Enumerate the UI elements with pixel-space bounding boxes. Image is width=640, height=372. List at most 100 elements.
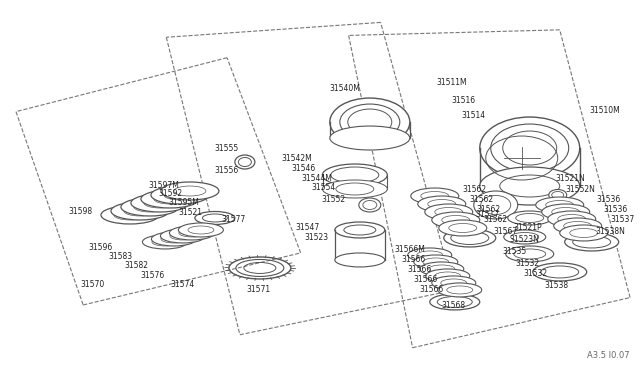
Text: 31536: 31536 bbox=[604, 205, 628, 215]
Ellipse shape bbox=[359, 198, 381, 212]
Text: 31574: 31574 bbox=[170, 280, 194, 289]
Text: 31568: 31568 bbox=[442, 301, 466, 311]
Text: 31523N: 31523N bbox=[509, 235, 540, 244]
Text: 31552: 31552 bbox=[322, 196, 346, 205]
Ellipse shape bbox=[546, 201, 573, 209]
Ellipse shape bbox=[164, 190, 196, 200]
Ellipse shape bbox=[480, 117, 580, 179]
Text: 31566: 31566 bbox=[408, 266, 432, 275]
Text: 31556: 31556 bbox=[215, 166, 239, 174]
Text: 31597M: 31597M bbox=[148, 180, 179, 189]
Ellipse shape bbox=[444, 229, 496, 247]
Ellipse shape bbox=[179, 229, 205, 237]
Ellipse shape bbox=[331, 167, 379, 183]
Ellipse shape bbox=[503, 131, 557, 165]
Ellipse shape bbox=[536, 197, 584, 213]
Text: 31511M: 31511M bbox=[436, 77, 467, 87]
Ellipse shape bbox=[500, 175, 560, 197]
Ellipse shape bbox=[161, 235, 187, 243]
Text: 31566: 31566 bbox=[402, 256, 426, 264]
Ellipse shape bbox=[202, 214, 227, 222]
Ellipse shape bbox=[124, 206, 156, 216]
Ellipse shape bbox=[335, 222, 385, 238]
Text: A3.5 I0.07: A3.5 I0.07 bbox=[587, 351, 630, 360]
Text: 31566: 31566 bbox=[420, 285, 444, 295]
Text: 31582: 31582 bbox=[124, 262, 148, 270]
Ellipse shape bbox=[330, 126, 410, 150]
Text: 31523: 31523 bbox=[305, 234, 329, 243]
Ellipse shape bbox=[188, 226, 214, 234]
Ellipse shape bbox=[474, 191, 518, 219]
Ellipse shape bbox=[560, 225, 608, 241]
Text: 31544M: 31544M bbox=[302, 173, 333, 183]
Ellipse shape bbox=[152, 232, 196, 246]
Ellipse shape bbox=[238, 157, 252, 167]
Ellipse shape bbox=[447, 286, 473, 294]
Ellipse shape bbox=[423, 258, 449, 266]
Ellipse shape bbox=[323, 180, 387, 198]
Ellipse shape bbox=[179, 223, 223, 237]
Ellipse shape bbox=[548, 189, 566, 201]
Ellipse shape bbox=[426, 269, 470, 283]
Ellipse shape bbox=[438, 283, 482, 297]
Ellipse shape bbox=[564, 233, 619, 251]
Text: 31510M: 31510M bbox=[589, 106, 620, 115]
Ellipse shape bbox=[408, 248, 452, 262]
Text: 31536: 31536 bbox=[596, 196, 621, 205]
Text: 31570: 31570 bbox=[80, 280, 104, 289]
Text: 31592: 31592 bbox=[158, 189, 182, 199]
Ellipse shape bbox=[121, 198, 179, 216]
Ellipse shape bbox=[161, 229, 205, 243]
Ellipse shape bbox=[348, 109, 392, 135]
Ellipse shape bbox=[414, 255, 458, 269]
Text: 31535: 31535 bbox=[503, 247, 527, 256]
Ellipse shape bbox=[417, 251, 443, 259]
Text: 31517: 31517 bbox=[476, 211, 500, 219]
Ellipse shape bbox=[363, 201, 377, 209]
Ellipse shape bbox=[564, 221, 592, 231]
Text: 31583: 31583 bbox=[108, 253, 132, 262]
Ellipse shape bbox=[532, 263, 587, 281]
Text: 31521P: 31521P bbox=[514, 224, 542, 232]
Ellipse shape bbox=[429, 265, 455, 273]
Text: 31532: 31532 bbox=[524, 269, 548, 279]
Ellipse shape bbox=[449, 224, 477, 232]
Text: 31540M: 31540M bbox=[330, 84, 361, 93]
Ellipse shape bbox=[552, 208, 580, 217]
Ellipse shape bbox=[340, 104, 400, 140]
Ellipse shape bbox=[435, 208, 463, 217]
Ellipse shape bbox=[195, 212, 235, 224]
Ellipse shape bbox=[541, 204, 589, 220]
Text: 31562: 31562 bbox=[470, 196, 494, 205]
Ellipse shape bbox=[170, 232, 196, 240]
Ellipse shape bbox=[441, 279, 467, 287]
Ellipse shape bbox=[548, 211, 596, 227]
Ellipse shape bbox=[439, 220, 487, 236]
Ellipse shape bbox=[506, 246, 554, 262]
Ellipse shape bbox=[432, 212, 480, 228]
Ellipse shape bbox=[437, 296, 472, 307]
Ellipse shape bbox=[141, 190, 199, 208]
Ellipse shape bbox=[134, 202, 166, 212]
Ellipse shape bbox=[435, 272, 461, 280]
Ellipse shape bbox=[481, 196, 511, 215]
Ellipse shape bbox=[508, 211, 552, 225]
Ellipse shape bbox=[161, 182, 219, 200]
Ellipse shape bbox=[420, 262, 464, 276]
Text: 31555: 31555 bbox=[215, 144, 239, 153]
Ellipse shape bbox=[170, 226, 214, 240]
Text: 31562: 31562 bbox=[463, 186, 487, 195]
Ellipse shape bbox=[511, 232, 539, 241]
Text: 31516: 31516 bbox=[452, 96, 476, 105]
Ellipse shape bbox=[131, 194, 189, 212]
Ellipse shape bbox=[516, 214, 544, 222]
Text: 31521: 31521 bbox=[178, 208, 202, 218]
Text: 31552N: 31552N bbox=[566, 186, 596, 195]
Text: 31554: 31554 bbox=[312, 183, 336, 192]
Ellipse shape bbox=[442, 215, 470, 224]
Ellipse shape bbox=[144, 198, 176, 208]
Text: 31521N: 31521N bbox=[556, 173, 586, 183]
Ellipse shape bbox=[541, 266, 579, 278]
Text: 31566M: 31566M bbox=[395, 246, 426, 254]
Ellipse shape bbox=[451, 231, 489, 244]
